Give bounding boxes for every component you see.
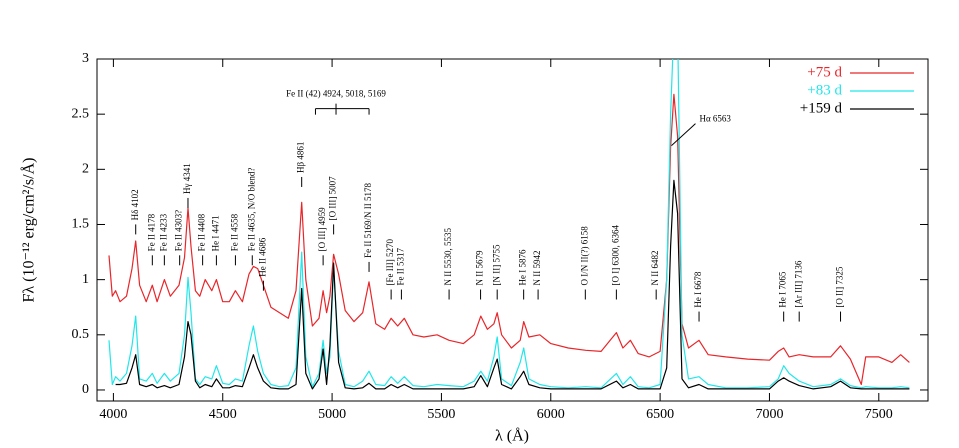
bracket-label: Fe II (42) 4924, 5018, 5169: [286, 89, 386, 99]
x-tick-label: 5000: [318, 407, 346, 422]
plot-frame: [96, 58, 929, 402]
annotation-label: Hα 6563: [699, 114, 731, 124]
annotation-label: [O III] 5007: [328, 176, 338, 220]
y-tick-label: 2.5: [72, 106, 90, 121]
annotation-label: Hβ 4861: [296, 142, 306, 173]
x-tick-label: 7000: [755, 407, 783, 422]
y-tick-label: 1: [82, 272, 89, 287]
annotation-label: He I 4471: [210, 215, 220, 251]
annotation-label: Fe II 4303?: [174, 210, 184, 252]
annotation-label: He I 5876: [518, 249, 528, 285]
y-tick-label: 2: [82, 162, 89, 177]
annotation-label: O I/N II(?) 6158: [579, 226, 589, 286]
y-tick-label: 3: [82, 51, 89, 66]
spectrum-line: [108, 93, 910, 386]
annotation-label: He I 7065: [778, 271, 788, 307]
annotation-label: N II 5530, 5535: [443, 228, 453, 286]
x-tick-label: 4000: [99, 407, 127, 422]
annotation-label: He II 4686: [257, 237, 267, 276]
annotation-label: N II 5942: [532, 251, 542, 286]
annotation-label: Hγ 4341: [182, 163, 192, 194]
annotation-label: N II 5679: [475, 250, 485, 285]
annotation-label: [Ar III] 7136: [793, 260, 803, 307]
y-tick-label: 1.5: [72, 217, 90, 232]
legend-label: +83 d: [807, 82, 842, 98]
annotation-label: [Fe III] 5270: [385, 239, 395, 286]
annotation-label: [O III] 4959: [317, 207, 327, 251]
annotation-label: Fe II 4558: [229, 213, 239, 251]
annotation-label: [O I] 6300, 6364: [610, 225, 620, 286]
annotation-label: [O II] 7325: [835, 266, 845, 307]
annotation-label: [N II] 5755: [491, 244, 501, 285]
x-tick-label: 5500: [427, 407, 455, 422]
annotation-label: Fe II 5169/N II 5178: [363, 182, 373, 257]
legend-label: +75 d: [807, 64, 842, 80]
x-tick-label: 6000: [537, 407, 565, 422]
y-axis-label: Fλ (10⁻¹² erg/cm²/s/Å): [20, 158, 38, 303]
x-axis-label: λ (Å): [495, 427, 529, 445]
annotation-label: Fe II 4408: [197, 213, 207, 251]
plot-area: [108, 59, 910, 390]
x-tick-label: 7500: [865, 407, 893, 422]
spectrum-line: [108, 59, 910, 389]
y-tick-label: 0.5: [72, 327, 90, 342]
annotation-label: Hδ 4102: [130, 189, 140, 220]
spectrum-line: [115, 179, 910, 390]
annotation-label: He I 6678: [693, 271, 703, 307]
annotation-label: N II 6482: [650, 251, 660, 286]
annotation-label: Fe II 5317: [395, 248, 405, 286]
annotation-label: Fe II 4178: [146, 213, 156, 251]
annotation-label: Fe II 4635, N/O blend?: [246, 168, 256, 252]
annotation-leader: [671, 123, 696, 147]
x-tick-label: 4500: [209, 407, 237, 422]
annotation-label: Fe II 4233: [158, 213, 168, 251]
x-tick-label: 6500: [646, 407, 674, 422]
legend-label: +159 d: [800, 100, 843, 116]
y-tick-label: 0: [82, 382, 89, 397]
